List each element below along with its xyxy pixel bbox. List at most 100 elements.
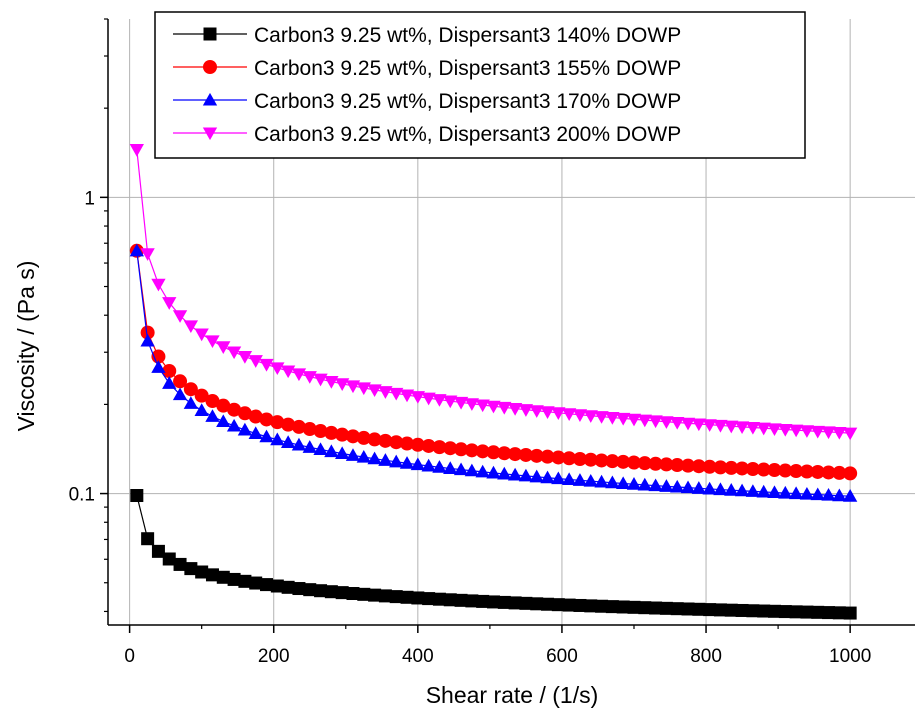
legend-label: Carbon3 9.25 wt%, Dispersant3 170% DOWP: [254, 90, 681, 113]
data-point: [757, 604, 771, 618]
data-point: [713, 460, 728, 475]
data-point: [411, 591, 425, 605]
data-point: [237, 422, 253, 436]
data-point: [335, 427, 350, 442]
series-3: [129, 243, 858, 502]
data-point: [335, 378, 350, 391]
x-tick-label: 800: [690, 646, 722, 667]
data-point: [594, 474, 609, 488]
data-point: [788, 486, 804, 500]
data-point: [194, 328, 209, 342]
legend-item: Carbon3 9.25 wt%, Dispersant3 140% DOWP: [173, 24, 681, 47]
data-point: [280, 365, 296, 379]
plot-frame: [107, 19, 915, 626]
data-point: [162, 376, 177, 389]
data-point: [367, 432, 382, 447]
data-point: [432, 394, 447, 407]
data-point: [583, 452, 598, 467]
data-point: [659, 479, 674, 492]
data-point: [368, 588, 382, 602]
series-1: [130, 489, 857, 620]
data-point: [195, 565, 209, 579]
data-point: [767, 604, 781, 618]
data-point: [454, 442, 469, 457]
data-point: [378, 453, 393, 466]
data-point: [616, 476, 631, 489]
data-point: [746, 604, 760, 618]
data-point: [767, 463, 782, 478]
data-point: [194, 388, 209, 403]
data-point: [226, 418, 242, 432]
data-point: [605, 600, 619, 614]
data-point: [249, 576, 263, 590]
data-point: [183, 382, 198, 397]
series-layer: [129, 144, 858, 620]
data-point: [703, 603, 717, 617]
data-point: [432, 592, 446, 606]
data-point: [389, 387, 404, 401]
data-point: [595, 599, 609, 613]
data-point: [205, 568, 219, 582]
data-point: [572, 451, 587, 466]
data-point: [356, 449, 371, 463]
data-point: [183, 320, 199, 334]
data-point: [724, 483, 739, 496]
data-point: [464, 463, 480, 477]
data-point: [799, 486, 815, 500]
x-tick-label: 200: [258, 646, 290, 667]
data-point: [551, 471, 566, 485]
data-point: [638, 601, 652, 615]
data-point: [832, 488, 847, 502]
data-point: [432, 460, 447, 473]
data-point: [811, 605, 825, 619]
data-point: [605, 454, 620, 469]
data-point: [335, 586, 349, 600]
data-point: [530, 597, 544, 611]
data-point: [410, 457, 425, 471]
data-point: [303, 583, 317, 597]
data-point: [184, 562, 198, 576]
legend-item: Carbon3 9.25 wt%, Dispersant3 155% DOWP: [173, 57, 681, 80]
data-point: [313, 373, 328, 387]
data-point: [389, 454, 404, 468]
data-point: [573, 598, 587, 612]
legend-marker: [203, 60, 217, 74]
legend-marker: [203, 27, 217, 41]
data-point: [518, 404, 534, 417]
data-point: [227, 402, 242, 417]
data-point: [443, 593, 457, 607]
data-point: [389, 435, 404, 450]
data-point: [529, 405, 544, 418]
data-point: [130, 489, 144, 503]
data-point: [713, 482, 728, 496]
data-point: [281, 417, 296, 432]
data-point: [572, 409, 588, 422]
data-point: [789, 464, 804, 479]
data-point: [356, 382, 371, 396]
data-point: [291, 437, 307, 451]
data-point: [302, 422, 317, 437]
data-point: [670, 602, 684, 616]
data-point: [443, 395, 458, 409]
data-point: [756, 484, 771, 498]
data-point: [475, 464, 490, 478]
x-axis-ticks: 0 200 400 600 800 1000: [124, 625, 871, 667]
data-point: [302, 371, 317, 384]
data-point: [291, 368, 307, 382]
data-point: [810, 487, 825, 501]
data-point: [497, 401, 512, 415]
data-point: [367, 384, 382, 398]
data-point: [464, 443, 479, 458]
data-point: [345, 448, 361, 461]
data-point: [691, 481, 706, 494]
data-point: [259, 358, 274, 372]
data-point: [335, 446, 350, 460]
x-tick-label: 600: [546, 646, 578, 667]
y-tick-label: 1: [84, 188, 95, 209]
data-point: [616, 600, 630, 614]
data-point: [810, 464, 825, 479]
data-point: [216, 341, 231, 354]
data-point: [410, 391, 425, 404]
data-point: [810, 425, 825, 439]
data-point: [561, 408, 577, 421]
